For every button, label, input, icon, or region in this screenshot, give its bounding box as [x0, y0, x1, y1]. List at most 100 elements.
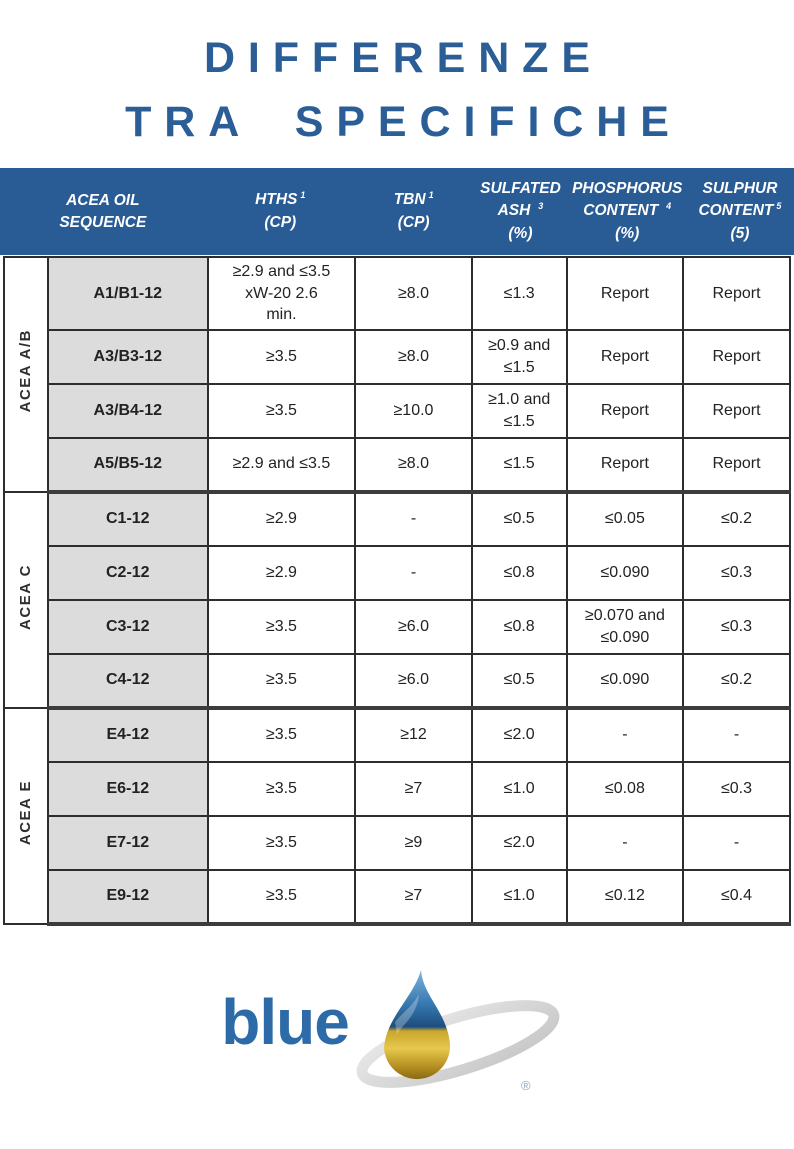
phos-cell: Report — [565, 256, 685, 331]
ash-cell: ≤2.0 — [470, 814, 568, 871]
group-label: ACEA C — [2, 490, 50, 709]
seq-cell: A3/B4-12 — [47, 382, 209, 439]
tbn-cell: ≥6.0 — [354, 652, 473, 710]
hths-cell: ≥2.9 and ≤3.5 xW-20 2.6 min. — [206, 256, 357, 331]
table-row: ACEA A/B A1/B1-12 ≥2.9 and ≤3.5 xW-20 2.6 … — [2, 256, 791, 493]
table-row: ACEA C C1-12 ≥2.9- ≤0.5 ≤0.05 ≤0.2 — [2, 490, 791, 709]
ash-cell: ≤0.8 — [470, 598, 568, 655]
hths-cell: ≥3.5 — [206, 598, 357, 655]
tbn-cell: ≥8.0 — [354, 256, 473, 331]
hths-cell: ≥3.5 — [206, 706, 357, 763]
phos-cell: - — [565, 814, 685, 871]
seq-cell: C2-12 — [47, 544, 209, 601]
header-unit: (%) — [615, 224, 640, 242]
sulphur-cell: ≤0.3 — [682, 598, 791, 655]
footnote-superscript: 5 — [776, 201, 782, 212]
header-text: CONTENT — [698, 202, 774, 220]
ash-cell: ≤0.8 — [470, 544, 568, 601]
ash-cell: ≤1.5 — [470, 436, 568, 494]
hths-cell: ≥3.5 — [206, 652, 357, 710]
sulphur-cell: Report — [682, 382, 791, 439]
group-label-text: ACEA C — [16, 563, 34, 630]
footnote-superscript: 1 — [428, 190, 434, 201]
tbn-cell: - — [354, 544, 473, 601]
ash-cell: ≤1.0 — [470, 868, 568, 926]
group-label-text: ACEA E — [16, 779, 34, 846]
header-line: ASH 3 — [472, 200, 568, 222]
ash-cell: ≤1.0 — [470, 760, 568, 817]
phos-cell: ≤0.05 — [565, 490, 685, 547]
hths-cell: ≥2.9 and ≤3.5 — [206, 436, 357, 494]
header-unit: (%) — [508, 224, 533, 242]
tbn-cell: ≥9 — [354, 814, 473, 871]
hths-cell: ≥3.5 — [206, 868, 357, 926]
title-line-1: DIFFERENZE — [203, 34, 603, 82]
header-line: SULFATED — [480, 180, 561, 198]
footnote-superscript: 3 — [538, 201, 544, 212]
page-title: DIFFERENZE TRA SPECIFICHE — [0, 26, 794, 154]
sulphur-cell: ≤0.2 — [682, 652, 791, 710]
phos-cell: Report — [565, 436, 685, 494]
phos-cell: ≤0.090 — [565, 544, 685, 601]
header-unit: (5) — [730, 224, 750, 242]
phos-cell: ≥0.070 and ≤0.090 — [565, 598, 685, 655]
header-line: HTHS 1 — [206, 189, 355, 211]
seq-cell: A1/B1-12 — [47, 256, 209, 331]
header-sulfated-ash: SULFATED ASH 3 (%) — [472, 178, 568, 244]
table-row: E6-12 ≥3.5 ≥7 ≤1.0 ≤0.08 ≤0.3 — [4, 760, 791, 817]
tbn-cell: ≥8.0 — [354, 436, 473, 494]
header-line: SEQUENCE — [59, 213, 147, 231]
tbn-cell: ≥12 — [354, 706, 473, 763]
footnote-superscript: 1 — [300, 190, 306, 201]
header-unit: (CP) — [264, 213, 297, 231]
sulphur-cell: ≤0.4 — [682, 868, 791, 926]
seq-cell: C3-12 — [47, 598, 209, 655]
header-acea-oil-sequence: ACEA OIL SEQUENCE — [0, 190, 206, 234]
phos-cell: ≤0.08 — [565, 760, 685, 817]
hths-cell: ≥3.5 — [206, 814, 357, 871]
header-text: HTHS — [255, 191, 298, 209]
tbn-cell: ≥10.0 — [354, 382, 473, 439]
sulphur-cell: ≤0.2 — [682, 490, 791, 547]
ash-cell: ≤1.3 — [470, 256, 568, 331]
table-row: ACEA E E4-12 ≥3.5 ≥12 ≤2.0- - — [2, 706, 791, 925]
title-line-2: TRA SPECIFICHE — [125, 98, 682, 146]
tbn-cell: - — [354, 490, 473, 547]
hths-cell: ≥3.5 — [206, 328, 357, 385]
phos-cell: Report — [565, 382, 685, 439]
seq-cell: E4-12 — [47, 706, 209, 763]
sulphur-cell: ≤0.3 — [682, 760, 791, 817]
header-text: TBN — [393, 191, 426, 209]
header-line: CONTENT 4 — [568, 200, 686, 222]
sulphur-cell: Report — [682, 436, 791, 494]
brand-wordmark: blue — [221, 985, 350, 1058]
tbn-cell: ≥7 — [354, 868, 473, 926]
ash-cell: ≤0.5 — [470, 490, 568, 547]
ash-cell: ≤0.5 — [470, 652, 568, 710]
header-line: CONTENT 5 — [686, 200, 794, 222]
document-page: DIFFERENZE TRA SPECIFICHE ACEA OIL SEQUE… — [0, 26, 794, 1096]
table-row: C3-12 ≥3.5 ≥6.0 ≤0.8 ≥0.070 and ≤0.090 ≤0.3 — [4, 598, 791, 655]
header-text: ASH — [497, 202, 531, 220]
hths-cell: ≥3.5 — [206, 760, 357, 817]
orbit-ring — [356, 999, 560, 1088]
seq-cell: A5/B5-12 — [47, 436, 209, 494]
header-phosphorus-content: PHOSPHORUS CONTENT 4 (%) — [568, 178, 686, 244]
sulphur-cell: Report — [682, 256, 791, 331]
seq-cell: E9-12 — [47, 868, 209, 926]
sulphur-cell: - — [682, 814, 791, 871]
spec-table-body: ACEA A/B A1/B1-12 ≥2.9 and ≤3.5 xW-20 2.6 … — [2, 256, 791, 926]
header-text: CONTENT — [583, 202, 659, 220]
drop-highlight — [394, 993, 419, 1034]
group-label: ACEA E — [2, 706, 50, 925]
phos-cell: Report — [565, 328, 685, 385]
spec-table: ACEA A/B A1/B1-12 ≥2.9 and ≤3.5 xW-20 2.6 … — [2, 256, 791, 926]
table-row: A3/B3-12 ≥3.5 ≥8.0 ≥0.9 and ≤1.5 Report Repor… — [4, 328, 791, 385]
ash-cell: ≥0.9 and ≤1.5 — [470, 328, 568, 385]
header-line: TBN 1 — [355, 189, 473, 211]
group-label-text: ACEA A/B — [16, 329, 34, 413]
table-header-band: ACEA OIL SEQUENCE HTHS 1 (CP) TBN 1 (CP) S… — [0, 168, 794, 255]
seq-cell: E6-12 — [47, 760, 209, 817]
hths-cell: ≥2.9 — [206, 544, 357, 601]
phos-cell: ≤0.12 — [565, 868, 685, 926]
